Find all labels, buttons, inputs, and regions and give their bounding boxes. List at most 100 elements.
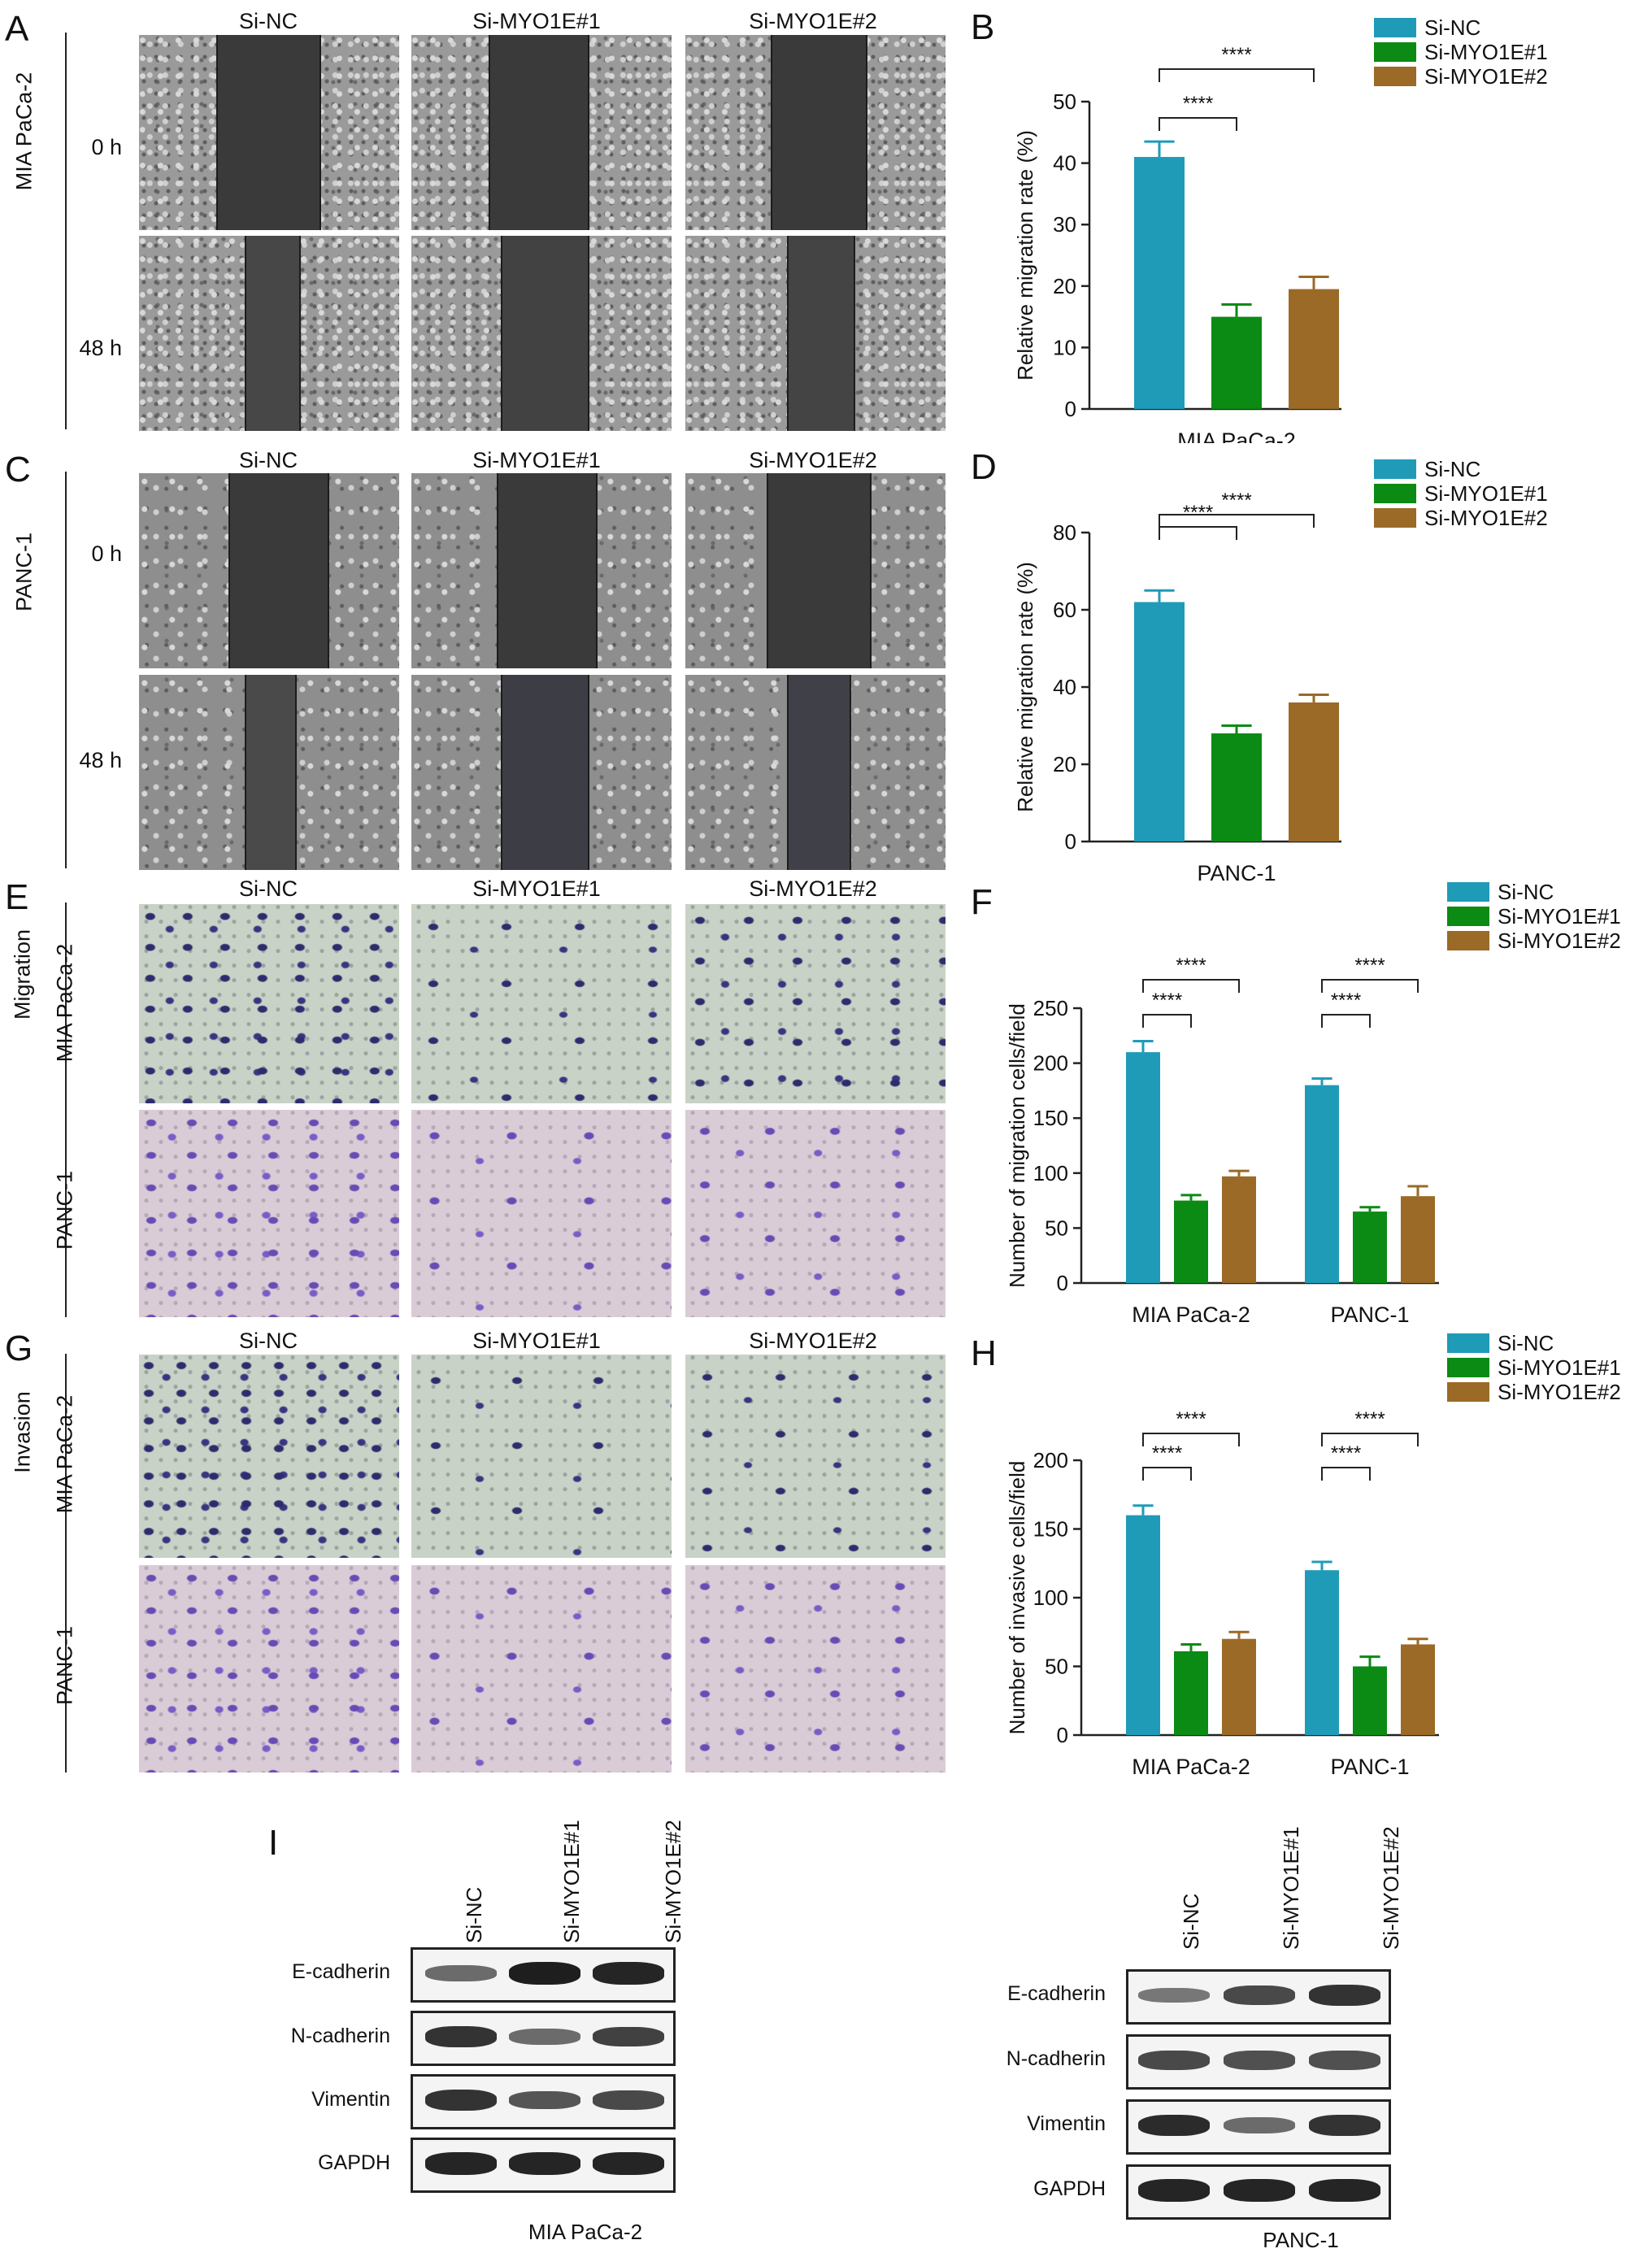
blot-band (1138, 1987, 1210, 2003)
col-label-e-2: Si-MYO1E#1 (472, 876, 601, 901)
legend-label: Si-MYO1E#1 (1498, 904, 1621, 929)
y-tick-label: 60 (1053, 598, 1076, 622)
blot-strip (1126, 2164, 1391, 2220)
significance-label: **** (1183, 502, 1213, 524)
legend-swatch (1447, 1333, 1489, 1353)
transwell-image (139, 1355, 399, 1558)
scratch-image (411, 236, 672, 431)
blot-band (509, 2090, 580, 2110)
bar (1305, 1085, 1339, 1283)
protein-label: GAPDH (318, 2151, 390, 2174)
y-tick-label: 150 (1033, 1106, 1068, 1130)
legend-label: Si-MYO1E#1 (1424, 481, 1548, 506)
transwell-image (685, 1110, 946, 1317)
blot-band (1224, 2179, 1295, 2202)
col-label-e-3: Si-MYO1E#2 (749, 876, 877, 901)
lane-label: Si-NC (462, 1886, 486, 1943)
blot-band (1138, 2179, 1210, 2202)
blot-band (1224, 2116, 1295, 2134)
legend-swatch (1374, 459, 1416, 479)
bracket-line-a (65, 33, 67, 429)
significance-bracket (1321, 1014, 1371, 1028)
bar (1134, 602, 1185, 842)
blot-band (1224, 1986, 1295, 2005)
row-label-g-mia: MIA PaCa-2 (52, 1394, 77, 1514)
col-label-c-2: Si-MYO1E#1 (472, 448, 601, 472)
transwell-image (411, 1355, 672, 1558)
blot-strip (411, 2074, 676, 2129)
col-label-g-3: Si-MYO1E#2 (749, 1329, 877, 1353)
bar (1353, 1666, 1387, 1735)
legend-swatch (1374, 42, 1416, 62)
x-category-label: MIA PaCa-2 (1177, 428, 1296, 443)
significance-bracket (1321, 979, 1419, 993)
protein-label: GAPDH (1033, 2177, 1106, 2200)
bar (1174, 1200, 1208, 1283)
x-category-label: PANC-1 (1197, 861, 1276, 882)
transwell-image (411, 904, 672, 1103)
significance-label: **** (1331, 1442, 1361, 1464)
significance-bracket (1159, 526, 1237, 540)
transwell-image (139, 1110, 399, 1317)
bar (1222, 1638, 1256, 1735)
western-blot-panc: Si-NC Si-MYO1E#1 Si-MYO1E#2 E-cadherin N… (967, 1826, 1423, 2252)
scratch-image (139, 473, 399, 668)
y-tick-label: 20 (1053, 274, 1076, 298)
protein-label: N-cadherin (290, 2025, 390, 2047)
col-label-e-1: Si-NC (239, 876, 298, 901)
legend-label: Si-NC (1498, 1331, 1554, 1355)
blot-band (425, 1964, 497, 1982)
y-tick-label: 20 (1053, 752, 1076, 776)
lane-label: Si-MYO1E#1 (1279, 1826, 1303, 1950)
blot-band (593, 1962, 664, 1985)
significance-label: **** (1331, 989, 1361, 1011)
x-category-label: PANC-1 (1330, 1755, 1409, 1779)
panel-label-a: A (5, 9, 29, 49)
transwell-image (139, 904, 399, 1103)
col-label-g-2: Si-MYO1E#1 (472, 1329, 601, 1353)
assay-label-migration: Migration (10, 929, 35, 1020)
bar (1305, 1570, 1339, 1735)
scratch-image (685, 473, 946, 668)
blot-band (509, 1962, 580, 1985)
panel-label-i: I (268, 1823, 279, 1863)
col-label-c-3: Si-MYO1E#2 (749, 448, 877, 472)
legend-label: Si-MYO1E#1 (1424, 40, 1548, 64)
significance-bracket (1159, 514, 1315, 528)
protein-label: N-cadherin (1006, 2047, 1106, 2070)
y-tick-label: 0 (1057, 1271, 1068, 1295)
scratch-image (685, 236, 946, 431)
legend-label: Si-MYO1E#2 (1424, 64, 1548, 89)
y-tick-label: 0 (1065, 829, 1076, 854)
bar (1401, 1644, 1435, 1735)
blot-strip (411, 2138, 676, 2193)
significance-label: **** (1221, 489, 1251, 511)
bar (1126, 1052, 1160, 1283)
legend-label: Si-NC (1498, 880, 1554, 904)
blot-band (593, 2026, 664, 2047)
blot-band (509, 2152, 580, 2175)
y-axis-label: Relative migration rate (%) (1013, 130, 1037, 381)
y-tick-label: 80 (1053, 520, 1076, 545)
blot-strip (1126, 2099, 1391, 2155)
bracket-line-c (65, 472, 67, 868)
transwell-image (685, 1565, 946, 1772)
x-category-label: MIA PaCa-2 (1132, 1303, 1250, 1325)
transwell-image (411, 1565, 672, 1772)
panel-label-e: E (5, 877, 29, 917)
bar (1222, 1176, 1256, 1283)
significance-label: **** (1152, 1442, 1182, 1464)
bar (1289, 289, 1339, 409)
western-blot-mia: Si-NC Si-MYO1E#1 Si-MYO1E#2 E-cadherin N… (268, 1820, 691, 2244)
col-label-a-1: Si-NC (239, 9, 298, 33)
y-tick-label: 40 (1053, 675, 1076, 699)
y-axis-label: Relative migration rate (%) (1013, 562, 1037, 812)
significance-bracket (1321, 1433, 1419, 1446)
col-label-c-1: Si-NC (239, 448, 298, 472)
bracket-line-e (65, 903, 67, 1317)
transwell-image (685, 904, 946, 1103)
blot-band (425, 2090, 497, 2111)
protein-label: Vimentin (311, 2088, 390, 2111)
